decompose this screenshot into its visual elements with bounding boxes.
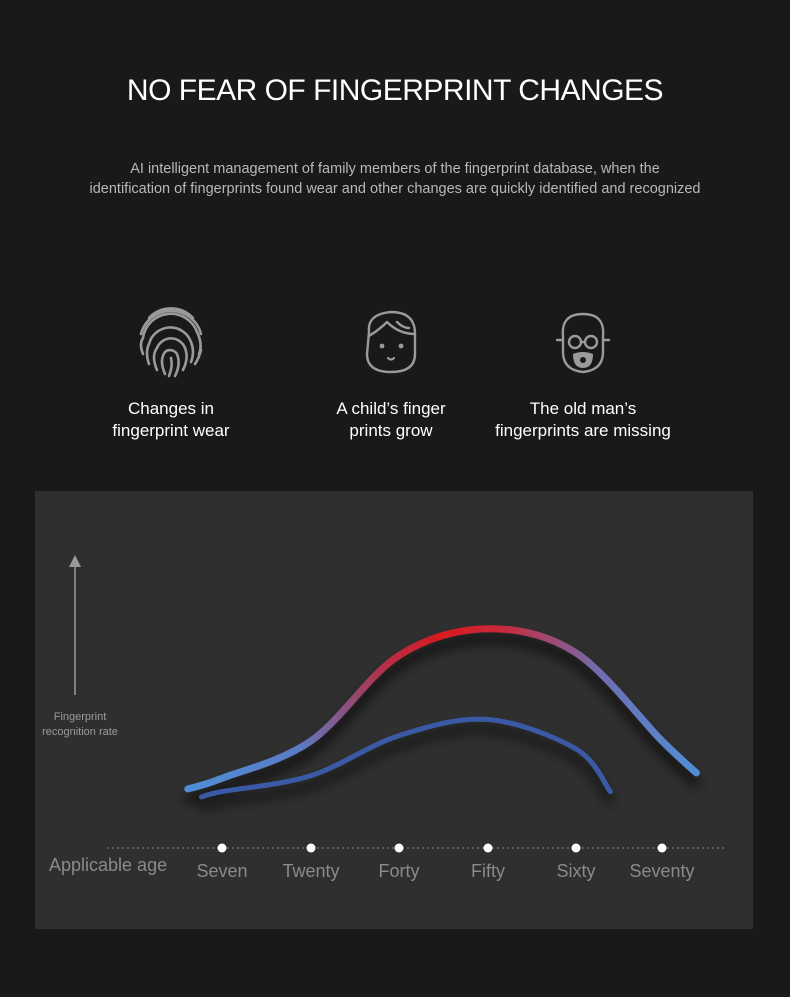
y-axis-arrowhead <box>69 555 81 567</box>
fingerprint-icon <box>139 307 203 378</box>
feature-child-finger: A child’s finger prints grow <box>291 300 491 442</box>
series-line-inner <box>198 716 613 800</box>
x-tick-dot <box>571 843 581 853</box>
feature-old-man: The old man’s fingerprints are missing <box>483 300 683 442</box>
page-subtitle: AI intelligent management of family memb… <box>40 159 750 199</box>
y-axis-label-line-1: Fingerprint <box>53 711 107 723</box>
x-tick-label: Forty <box>378 861 420 881</box>
x-tick-dot <box>657 843 667 853</box>
feature-2-line-2: prints grow <box>349 421 433 440</box>
x-tick-dot <box>217 843 227 853</box>
subtitle-line-1: AI intelligent management of family memb… <box>130 161 660 177</box>
feature-2-line-1: A child’s finger <box>336 399 446 418</box>
x-tick-dot <box>306 843 316 853</box>
recognition-chart <box>69 555 727 853</box>
series-line-outer <box>184 625 700 793</box>
feature-1-line-1: Changes in <box>127 399 214 418</box>
x-tick-dot <box>394 843 404 853</box>
y-axis-label-line-2: recognition rate <box>42 726 118 738</box>
y-axis-label: Fingerprint recognition rate <box>35 710 125 740</box>
x-tick-label: Seventy <box>629 861 695 881</box>
x-axis-label: Applicable age <box>49 855 168 875</box>
subtitle-line-2: identification of fingerprints found wea… <box>89 181 701 197</box>
feature-3-line-1: The old man’s <box>529 399 637 418</box>
feature-1-line-2: fingerprint wear <box>112 421 230 440</box>
chart-panel: Fingerprint recognition rate Applicable … <box>35 491 753 929</box>
x-tick-label: Seven <box>196 861 248 881</box>
old-man-face-icon <box>555 312 611 374</box>
page-title: NO FEAR OF FINGERPRINT CHANGES <box>126 74 664 107</box>
x-tick-label: Twenty <box>282 861 340 881</box>
x-tick-label: Sixty <box>556 861 596 881</box>
child-face-icon <box>365 310 417 374</box>
x-tick-label: Fifty <box>471 861 505 881</box>
feature-fingerprint-wear: Changes in fingerprint wear <box>71 300 271 442</box>
feature-3-line-2: fingerprints are missing <box>495 421 671 440</box>
x-tick-dot <box>483 843 493 853</box>
